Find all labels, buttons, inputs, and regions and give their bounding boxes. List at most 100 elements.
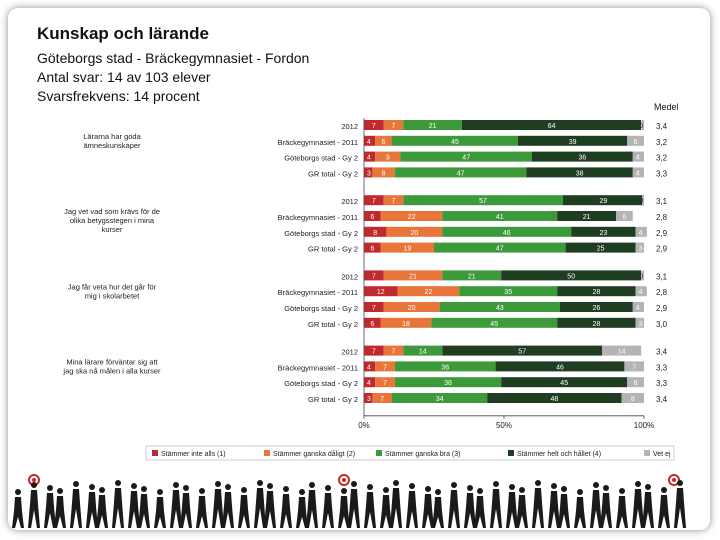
bar-segment bbox=[364, 302, 384, 312]
person-body bbox=[254, 488, 266, 528]
person-head bbox=[493, 481, 499, 487]
person-head bbox=[577, 489, 583, 495]
bar-value-label: 7 bbox=[383, 380, 387, 387]
person-body bbox=[674, 488, 686, 528]
row-label: Göteborgs stad - Gy 2 bbox=[284, 304, 358, 313]
bar-value-label: 25 bbox=[597, 246, 605, 253]
bar-value-label: 4 bbox=[636, 170, 640, 177]
row-label: Göteborgs stad - Gy 2 bbox=[284, 229, 358, 238]
bar-value-label: 7 bbox=[383, 364, 387, 371]
bar-segment bbox=[364, 393, 373, 403]
bar-value-label: 4 bbox=[367, 139, 371, 146]
subtitle-rate: Svarsfrekvens: 14 procent bbox=[37, 88, 200, 104]
bar-segment bbox=[557, 317, 636, 328]
bar-segment bbox=[364, 226, 387, 237]
person-head bbox=[15, 489, 21, 495]
bar-value-label: 22 bbox=[408, 214, 416, 221]
bar-segment bbox=[557, 286, 636, 297]
bar-segment bbox=[383, 302, 440, 312]
bar-segment bbox=[372, 393, 392, 403]
person-head bbox=[73, 481, 79, 487]
bar-value-label: 41 bbox=[496, 214, 504, 221]
row-label: 2012 bbox=[341, 348, 358, 357]
bar-segment bbox=[375, 377, 395, 388]
person-body bbox=[112, 488, 124, 528]
row-label: Bräckegymnasiet - 2011 bbox=[278, 363, 358, 372]
bar-segment bbox=[501, 377, 628, 388]
person-body bbox=[464, 493, 476, 528]
bar-segment bbox=[364, 377, 376, 388]
bar-value-label: 0 bbox=[639, 273, 643, 280]
bar-value-label: 7 bbox=[372, 349, 376, 356]
bar-segment bbox=[380, 317, 432, 328]
row-label: Göteborgs stad - Gy 2 bbox=[284, 154, 358, 163]
person-head bbox=[561, 486, 567, 492]
bar-value-label: 7 bbox=[372, 198, 376, 205]
bar-value-label: 4 bbox=[636, 155, 640, 162]
row-mean: 3,2 bbox=[656, 154, 668, 163]
bar-value-label: 4 bbox=[639, 289, 643, 296]
person-head bbox=[325, 485, 331, 491]
bar-value-label: 7 bbox=[372, 123, 376, 130]
person-body bbox=[28, 490, 40, 528]
person-head bbox=[183, 485, 189, 491]
bar-segment bbox=[487, 393, 622, 403]
bar-segment bbox=[364, 317, 381, 328]
bar-segment bbox=[364, 135, 376, 146]
legend-swatch bbox=[264, 450, 270, 456]
person-head bbox=[115, 480, 121, 486]
legend-swatch bbox=[152, 450, 158, 456]
bar-segment bbox=[624, 361, 644, 372]
x-tick-label: 50% bbox=[496, 421, 512, 430]
person-head bbox=[199, 488, 205, 494]
person-head bbox=[351, 481, 357, 487]
person-head bbox=[451, 482, 457, 488]
person-body bbox=[238, 495, 250, 528]
row-mean: 3,2 bbox=[656, 138, 668, 147]
bar-segment bbox=[621, 393, 644, 403]
bar-segment bbox=[394, 167, 527, 178]
bar-segment bbox=[380, 242, 434, 253]
bar-value-label: 38 bbox=[444, 380, 452, 387]
person-body bbox=[306, 490, 318, 528]
bar-segment bbox=[403, 120, 462, 130]
person-body bbox=[432, 497, 444, 528]
bar-segment bbox=[627, 377, 644, 388]
bar-value-label: 3 bbox=[639, 246, 643, 253]
bar-value-label: 14 bbox=[419, 349, 427, 356]
bar-value-label: 36 bbox=[579, 155, 587, 162]
bar-value-label: 57 bbox=[479, 198, 487, 205]
row-mean: 3,0 bbox=[656, 320, 668, 329]
bar-value-label: 14 bbox=[618, 349, 626, 356]
bar-segment bbox=[434, 242, 566, 253]
bar-segment bbox=[565, 242, 636, 253]
bar-value-label: 4 bbox=[367, 155, 371, 162]
question-label-3: Mina lärare förväntar sig att jag ska nå … bbox=[62, 358, 161, 376]
person-body bbox=[70, 489, 82, 528]
bar-segment bbox=[386, 226, 443, 237]
person-head bbox=[425, 486, 431, 492]
bar-segment bbox=[632, 151, 644, 162]
bar-value-label: 21 bbox=[409, 273, 417, 280]
legend-label: Vet ej bbox=[653, 451, 671, 458]
row-mean: 3,1 bbox=[656, 197, 668, 206]
bar-segment bbox=[526, 167, 633, 178]
person-body bbox=[180, 493, 192, 528]
person-head bbox=[31, 482, 37, 488]
question-label-2: Jag får veta hur det går för mig i skolar… bbox=[68, 282, 157, 300]
bar-value-label: 7 bbox=[372, 305, 376, 312]
person-head bbox=[89, 484, 95, 490]
bar-value-label: 8 bbox=[373, 230, 377, 237]
person-body bbox=[196, 496, 208, 528]
bar-segment bbox=[392, 393, 488, 403]
bar-value-label: 3 bbox=[367, 170, 371, 177]
person-body bbox=[322, 493, 334, 528]
bar-segment bbox=[364, 151, 376, 162]
bar-value-label: 4 bbox=[639, 230, 643, 237]
person-body bbox=[54, 496, 66, 528]
bar-segment bbox=[442, 226, 572, 237]
person-body bbox=[138, 494, 150, 528]
bar-segment bbox=[442, 270, 502, 281]
row-label: GR total - Gy 2 bbox=[308, 320, 358, 329]
bar-value-label: 21 bbox=[468, 273, 476, 280]
